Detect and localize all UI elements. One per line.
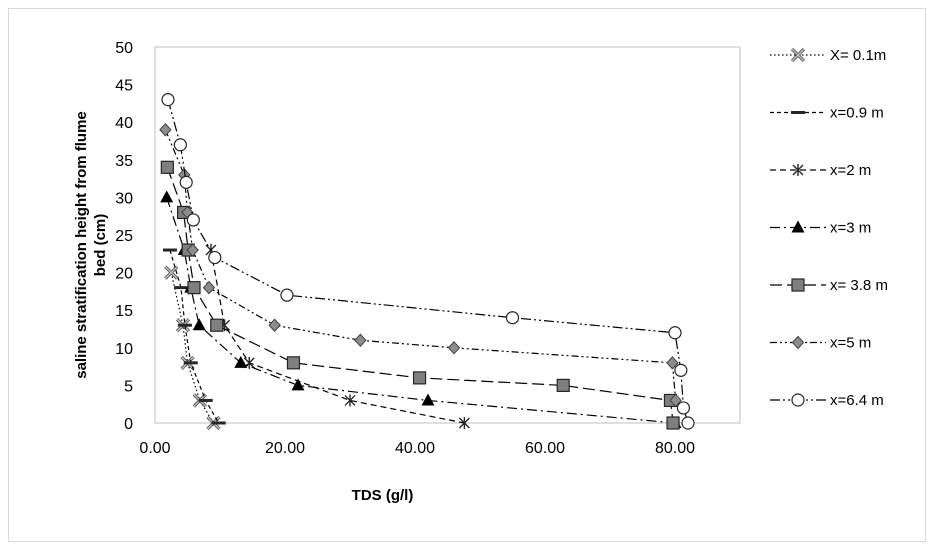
y-tick-label: 10 [115,341,133,358]
data-point-highlight [164,266,178,280]
legend-item: x=3 m [770,220,871,237]
x-tick-label: 20.00 [265,440,305,457]
legend-label: x=2 m [830,162,871,179]
x-tick-label: 60.00 [525,440,565,457]
data-point [676,401,691,415]
series-line [170,272,215,424]
series-line [167,99,689,424]
data-point [791,220,805,233]
data-point [421,393,435,406]
legend-label: X= 0.1m [830,47,886,64]
data-point [344,394,356,407]
data-point [198,398,213,402]
x-tick-label: 0.00 [139,440,170,457]
series-7 [161,93,695,430]
data-point [792,164,804,176]
y-axis-title-line-2: bed (cm) [92,214,109,277]
legend-item: x=2 m [770,162,871,179]
series-line [166,167,674,424]
data-point [412,371,427,385]
data-point-highlight [791,48,805,62]
plot-area [154,46,741,424]
data-point [668,326,682,340]
x-axis-title: TDS (g/l) [352,487,414,504]
legend-item: x=6.4 m [770,392,884,409]
y-axis-title-line-1: saline stratification height from flume [73,111,90,379]
y-tick-label: 35 [115,153,133,170]
series-5 [160,160,680,430]
legend-item: x=0.9 m [770,105,884,122]
series-line [166,197,676,424]
data-point [177,323,192,327]
data-point [174,286,188,290]
data-point [666,356,679,370]
series-4 [160,190,682,428]
legend-label: x= 3.8 m [830,277,888,294]
x-tick-label: 40.00 [395,440,435,457]
data-point [681,416,695,430]
data-point [556,378,570,392]
data-point [280,288,294,302]
data-point [669,393,682,408]
data-point [183,361,198,365]
chart-area [8,8,926,542]
data-point [505,311,520,325]
data-point [791,393,805,407]
data-point [179,175,193,189]
x-tick-label: 80.00 [655,440,695,457]
y-tick-label: 25 [115,228,133,245]
data-point [791,335,805,350]
legend: X= 0.1m x=0.9 m x=2 m x=3 m x= 3.8 m x=5 m x=6… [770,47,888,409]
y-tick-label: 15 [115,303,133,320]
data-point [674,363,688,377]
data-point [192,318,206,331]
y-tick-label: 40 [115,115,133,132]
y-tick-label: 30 [115,190,133,207]
y-tick-label: 5 [124,378,133,395]
data-point [291,378,305,391]
data-point [160,160,174,174]
data-point [187,281,201,295]
legend-item: X= 0.1m [770,47,886,64]
data-point [791,111,805,114]
legend-item: x= 3.8 m [770,277,888,294]
y-tick-label: 20 [115,266,133,283]
data-point [210,318,224,332]
data-point [458,417,470,429]
y-tick-label: 50 [115,40,133,57]
series-line [164,129,677,401]
y-tick-label: 0 [124,416,133,433]
data-point [666,416,680,430]
legend-label: x=3 m [830,220,871,237]
data-point [159,122,172,137]
data-point [286,356,301,370]
series-6 [159,122,682,408]
data-point [791,278,805,292]
y-axis-tick-labels: 0 5 10 15 20 25 30 35 40 45 50 [115,40,133,433]
series-2 [162,248,226,425]
data-point [447,341,461,355]
legend-item: x=5 m [770,335,871,352]
data-point [160,190,174,203]
data-point [234,355,248,368]
data-point [161,93,175,107]
legend-label: x=5 m [830,335,871,352]
data-point [162,248,177,252]
data-point [173,138,187,152]
data-point [211,421,226,425]
x-axis-tick-labels: 0.00 20.00 40.00 60.00 80.00 [139,440,695,457]
data-point [208,250,222,265]
data-point [268,318,281,332]
data-point [354,333,367,348]
legend-label: x=0.9 m [830,105,884,122]
data-point [186,213,200,227]
data-point [202,280,216,295]
data-point [186,243,199,257]
legend-label: x=6.4 m [830,392,884,409]
y-tick-label: 45 [115,78,133,95]
series-layer [159,93,695,431]
